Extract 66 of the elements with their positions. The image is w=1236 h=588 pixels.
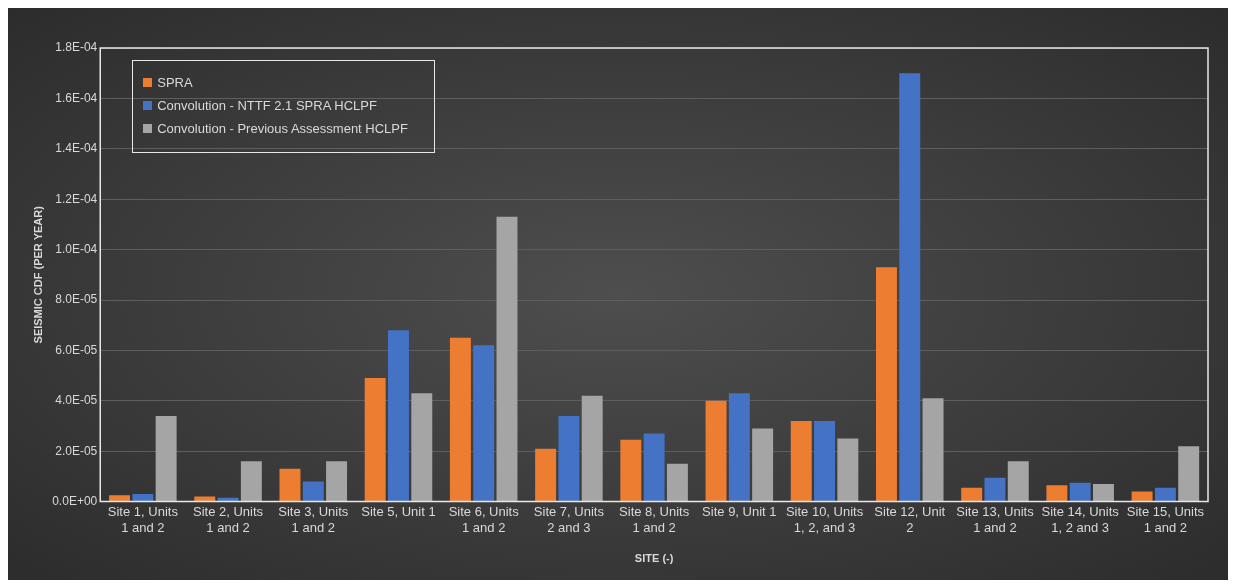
bar xyxy=(473,345,495,502)
bar xyxy=(1092,483,1114,502)
bar xyxy=(388,330,409,502)
x-tick-label: Site 7, Units 2 and 3 xyxy=(533,503,605,535)
bar xyxy=(364,378,386,502)
bar xyxy=(790,420,812,502)
legend-label: Convolution - NTTF 2.1 SPRA HCLPF xyxy=(157,98,377,113)
y-tick-label: 1.6E-04 xyxy=(55,90,98,105)
bar xyxy=(326,461,348,502)
bar xyxy=(279,468,301,502)
y-tick-label: 1.4E-04 xyxy=(55,141,98,156)
bar xyxy=(752,428,774,502)
bar xyxy=(620,439,642,502)
bar xyxy=(1154,487,1176,502)
y-axis-title: SEISMIC CDF (PER YEAR) xyxy=(31,205,44,344)
bar xyxy=(837,438,859,502)
bar xyxy=(1007,461,1029,502)
x-tick-label: Site 14, Units 1, 2 and 3 xyxy=(1041,503,1120,535)
bar xyxy=(961,487,983,502)
x-tick-label: Site 6, Units 1 and 2 xyxy=(448,503,520,535)
bar xyxy=(132,494,154,502)
bar xyxy=(535,448,557,502)
legend-label: Convolution - Previous Assessment HCLPF xyxy=(157,121,408,136)
y-tick-label: 2.0E-05 xyxy=(55,443,98,458)
bar xyxy=(922,398,944,502)
bar xyxy=(666,463,688,502)
y-tick-label: 4.0E-05 xyxy=(55,393,98,408)
bar xyxy=(1131,491,1153,502)
bar xyxy=(728,393,750,502)
x-tick-label: Site 15, Units 1 and 2 xyxy=(1126,503,1205,535)
x-axis-title: SITE (-) xyxy=(634,552,674,565)
bar xyxy=(496,216,518,502)
bar xyxy=(875,267,897,502)
bar xyxy=(581,395,603,502)
x-tick-label: Site 12, Unit 2 xyxy=(874,503,946,535)
x-tick-label: Site 10, Units 1, 2, and 3 xyxy=(785,503,864,535)
bar xyxy=(705,400,727,502)
x-tick-label: Site 9, Unit 1 xyxy=(702,503,777,519)
bar xyxy=(109,495,131,502)
y-tick-label: 8.0E-05 xyxy=(55,292,98,307)
bar xyxy=(643,433,665,502)
bar xyxy=(411,393,433,502)
y-tick-label: 1.0E-04 xyxy=(55,241,98,256)
bar xyxy=(814,420,836,502)
bar xyxy=(1178,446,1200,502)
bar xyxy=(1069,482,1091,502)
y-tick-label: 6.0E-05 xyxy=(55,342,98,357)
bar xyxy=(1046,485,1068,502)
y-tick-label: 1.2E-04 xyxy=(55,191,98,206)
x-tick-label: Site 2, Units 1 and 2 xyxy=(193,503,264,535)
bar xyxy=(155,415,177,502)
x-tick-label: Site 13, Units 1 and 2 xyxy=(956,503,1035,535)
bar xyxy=(302,481,324,502)
y-tick-label: 0.0E+00 xyxy=(52,493,98,508)
bar xyxy=(899,73,921,502)
bar xyxy=(217,497,239,502)
bar xyxy=(449,337,471,502)
y-tick-label: 1.8E-04 xyxy=(55,40,98,55)
x-tick-label: Site 5, Unit 1 xyxy=(361,503,436,519)
x-tick-label: Site 3, Units 1 and 2 xyxy=(278,503,349,535)
x-tick-label: Site 1, Units 1 and 2 xyxy=(107,503,179,535)
legend-label: SPRA xyxy=(157,75,193,90)
bar xyxy=(240,461,262,502)
bar xyxy=(558,415,580,502)
x-tick-label: Site 8, Units 1 and 2 xyxy=(619,503,690,535)
bar xyxy=(984,477,1006,502)
